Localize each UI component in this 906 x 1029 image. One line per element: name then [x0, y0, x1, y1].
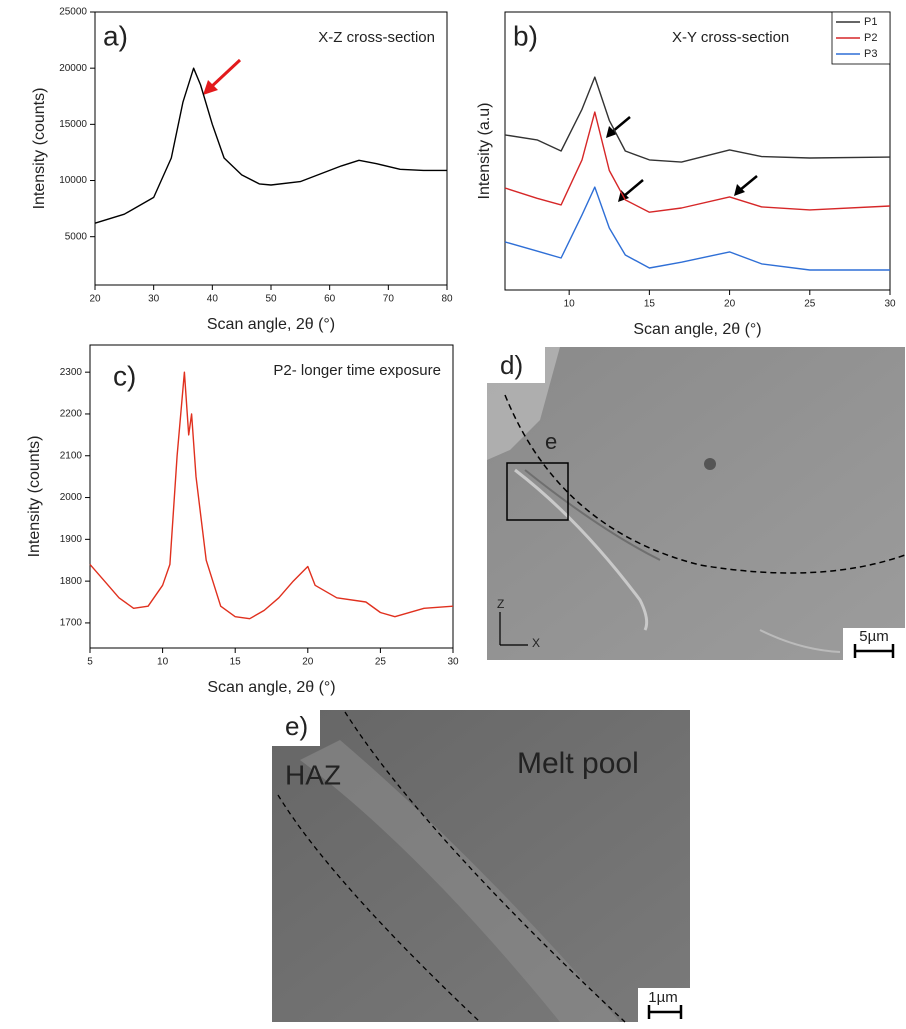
legend-label: P1	[864, 16, 877, 28]
y-tick-label: 2200	[60, 409, 83, 420]
plot-frame	[89, 344, 454, 649]
micrograph-d	[487, 347, 906, 660]
panel-label: d)	[500, 350, 523, 380]
x-tick-label: 80	[441, 294, 453, 305]
plot-frame	[94, 11, 448, 286]
inset-label: e	[545, 429, 557, 454]
region-label: HAZ	[285, 759, 341, 790]
y-tick-label: 2300	[60, 367, 83, 378]
y-tick-label: 5000	[65, 231, 88, 242]
panel-label: e)	[285, 711, 308, 741]
data-line	[94, 67, 447, 224]
y-tick-label: 1800	[60, 576, 83, 587]
arrow-heads	[606, 126, 745, 202]
arrow	[208, 58, 242, 90]
y-axis-label: Intensity (counts)	[31, 88, 48, 210]
panel-label: a)	[103, 20, 128, 51]
x-tick-label: 15	[230, 657, 242, 668]
x-tick-label: 50	[265, 294, 277, 305]
x-tick-label: 20	[89, 294, 101, 305]
y-tick-label: 1700	[60, 618, 83, 629]
data-line	[504, 186, 890, 271]
x-tick-label: 10	[564, 299, 576, 310]
axis-label: Z	[497, 597, 504, 611]
annotation: X-Y cross-section	[672, 29, 789, 46]
x-axis-label: Scan angle, 2θ (°)	[207, 316, 335, 333]
x-tick-label: 5	[87, 657, 93, 668]
data-line	[89, 371, 454, 620]
y-tick-label: 2000	[60, 492, 83, 503]
micrograph-e	[272, 710, 690, 1023]
data-line	[504, 76, 891, 163]
panel-label: c)	[113, 360, 136, 391]
x-axis-label: Scan angle, 2θ (°)	[633, 321, 761, 338]
scale-bar-label: 1µm	[648, 989, 677, 1006]
legend-label: P2	[864, 32, 877, 44]
y-tick-label: 10000	[59, 175, 87, 186]
scale-bar-label: 5µm	[859, 628, 888, 645]
x-tick-label: 60	[324, 294, 336, 305]
arrow-head	[203, 80, 218, 95]
y-tick-label: 15000	[59, 119, 87, 130]
y-tick-label: 2100	[60, 450, 83, 461]
plot-frame	[504, 11, 891, 291]
x-axis-label: Scan angle, 2θ (°)	[207, 679, 335, 696]
y-axis-label: Intensity (counts)	[26, 436, 43, 558]
x-tick-label: 30	[884, 299, 896, 310]
x-tick-label: 20	[724, 299, 736, 310]
panel-label: b)	[513, 20, 538, 51]
legend-label: P3	[864, 48, 877, 60]
arrows	[611, 116, 758, 197]
annotation: P2- longer time exposure	[273, 362, 441, 379]
x-tick-label: 10	[157, 657, 169, 668]
x-tick-label: 30	[148, 294, 160, 305]
y-tick-label: 20000	[59, 63, 87, 74]
x-tick-label: 40	[207, 294, 219, 305]
x-tick-label: 25	[804, 299, 816, 310]
x-tick-label: 15	[644, 299, 656, 310]
data-line	[504, 111, 891, 213]
region-label: Melt pool	[517, 747, 639, 780]
x-tick-label: 30	[447, 657, 459, 668]
x-tick-label: 70	[383, 294, 395, 305]
axis-label: X	[532, 636, 540, 650]
y-tick-label: 1900	[60, 534, 83, 545]
annotation: X-Z cross-section	[318, 29, 435, 46]
y-axis-label: Intensity (a.u)	[476, 103, 493, 200]
y-tick-label: 25000	[59, 7, 87, 18]
x-tick-label: 20	[302, 657, 314, 668]
x-tick-label: 25	[375, 657, 387, 668]
